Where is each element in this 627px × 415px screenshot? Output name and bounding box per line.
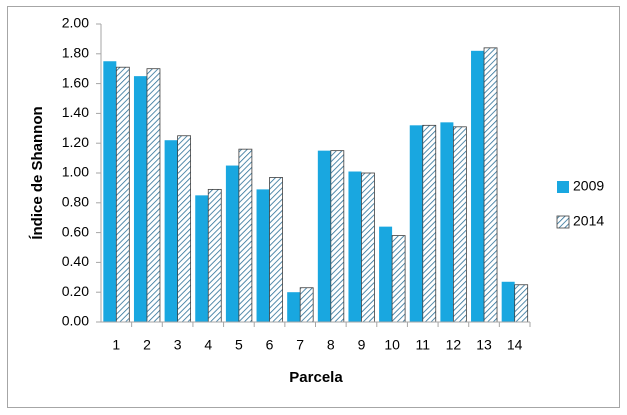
x-tick-label: 1	[112, 337, 120, 353]
chart-frame	[7, 6, 620, 408]
y-tick-label: 1.60	[62, 74, 89, 90]
legend-label: 2009	[573, 178, 604, 194]
y-tick-label: 2.00	[62, 15, 89, 31]
bar	[471, 50, 485, 322]
bar	[514, 284, 529, 323]
bar	[225, 165, 239, 322]
y-tick-label: 1.40	[62, 104, 89, 120]
bar	[452, 126, 467, 323]
bar	[391, 235, 406, 323]
x-tick-label: 11	[415, 337, 430, 353]
x-axis-title: Parcela	[289, 369, 343, 386]
x-tick-label: 14	[507, 337, 523, 353]
legend-label: 2014	[573, 213, 604, 229]
y-tick-label: 0.20	[62, 283, 89, 299]
y-tick-label: 1.00	[62, 164, 89, 180]
bar	[146, 68, 161, 323]
y-tick-label: 0.80	[62, 194, 89, 210]
x-tick-label: 4	[204, 337, 212, 353]
bar	[177, 135, 192, 323]
x-tick-label: 8	[327, 337, 335, 353]
bar	[195, 195, 209, 322]
y-tick-label: 1.80	[62, 45, 89, 61]
x-tick-label: 13	[476, 337, 492, 353]
bar	[256, 189, 270, 322]
bar	[379, 226, 393, 322]
bar	[348, 171, 362, 322]
bar	[103, 61, 117, 322]
bar	[287, 292, 301, 322]
bar	[133, 76, 147, 323]
bar	[361, 172, 375, 323]
bar	[238, 148, 253, 323]
y-axis-title: Índice de Shannon	[29, 106, 46, 239]
x-tick-label: 6	[266, 337, 274, 353]
x-tick-label: 7	[296, 337, 304, 353]
bar	[299, 287, 314, 323]
bar	[422, 124, 437, 323]
bar	[483, 47, 498, 323]
x-tick-label: 2	[143, 337, 151, 353]
legend-swatch	[557, 181, 569, 193]
x-tick-label: 5	[235, 337, 243, 353]
y-tick-label: 0.40	[62, 253, 89, 269]
bar	[330, 150, 345, 323]
bar	[164, 140, 178, 322]
bar	[269, 177, 283, 323]
x-tick-label: 3	[174, 337, 182, 353]
legend-swatch	[556, 215, 570, 229]
bar	[317, 150, 331, 322]
bar	[207, 188, 222, 323]
y-tick-label: 1.20	[62, 134, 89, 150]
y-tick-label: 0.00	[62, 313, 89, 329]
y-tick-label: 0.60	[62, 223, 89, 239]
x-tick-label: 9	[358, 337, 366, 353]
bar	[409, 125, 423, 322]
bar	[115, 66, 130, 323]
x-tick-label: 10	[384, 337, 400, 353]
bar	[501, 281, 515, 322]
x-tick-label: 12	[446, 337, 462, 353]
bar	[440, 122, 454, 322]
